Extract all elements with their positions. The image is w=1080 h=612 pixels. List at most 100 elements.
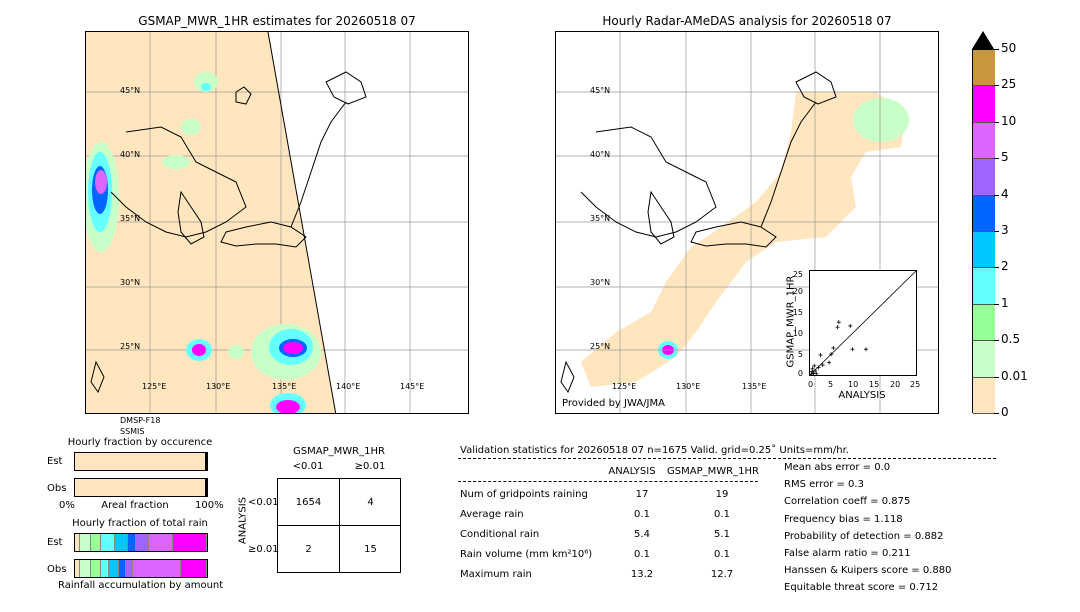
occurrence-obs-label: Obs	[47, 483, 67, 494]
scatter-plot-area	[809, 270, 917, 377]
total-rain-est-bar	[74, 533, 208, 552]
occurrence-est-label: Est	[47, 456, 63, 467]
total-rain-est-label: Est	[47, 537, 63, 548]
validation-score: Frequency bias = 1.118	[784, 513, 903, 525]
colorbar-label: 50	[1001, 41, 1017, 55]
rain-amount-segment	[75, 534, 81, 551]
rain-amount-segment	[133, 560, 181, 577]
contingency-row-lt: <0.01	[248, 497, 279, 508]
occurrence-title: Hourly fraction by occurence	[67, 437, 213, 448]
validation-analysis: 17	[635, 489, 649, 500]
validation-est: 0.1	[714, 509, 730, 520]
radar-coverage	[581, 92, 906, 387]
validation-header: Validation statistics for 20260518 07 n=…	[460, 445, 849, 456]
colorbar-tick	[994, 340, 999, 342]
colorbar-segment	[973, 86, 995, 123]
scatter-point	[810, 366, 815, 371]
validation-divider-top	[458, 458, 996, 459]
scatter-point	[831, 345, 836, 350]
colorbar-segment	[973, 232, 995, 269]
colorbar-label: 1	[1001, 295, 1009, 310]
colorbar-segment	[973, 50, 995, 87]
validation-est: 0.1	[714, 549, 730, 560]
right-lat-label-30: 30°N	[590, 278, 611, 287]
rain-amount-segment	[90, 560, 102, 577]
validation-label: Num of gridpoints raining	[460, 489, 588, 500]
scatter-ytick-0: 0	[797, 369, 803, 378]
validation-est: 12.7	[710, 569, 734, 580]
colorbar-segment	[973, 268, 995, 305]
satellite-swath	[86, 32, 336, 413]
rain-amount-segment	[80, 534, 91, 551]
right-lon-label-130: 130°E	[676, 382, 701, 391]
left-map-title: GSMAP_MWR_1HR estimates for 20260518 07	[138, 14, 416, 28]
scatter-point	[836, 320, 841, 325]
colorbar-tick	[994, 376, 999, 378]
left-lat-label-35: 35°N	[120, 214, 141, 223]
validation-est: 19	[715, 489, 729, 500]
contingency-table: 1654 4 2 15	[277, 478, 401, 573]
scatter-point	[827, 360, 832, 365]
scatter-ytick-10: 10	[792, 329, 803, 338]
occurrence-est-rain-fraction	[204, 453, 207, 470]
rain-amount-segment	[109, 560, 119, 577]
scatter-xtick-10: 10	[848, 380, 859, 389]
occurrence-obs-bar	[74, 478, 208, 497]
precip-blobs	[86, 72, 321, 413]
scatter-point	[812, 363, 817, 368]
right-map-svg	[556, 32, 938, 413]
right-lon-label-125: 125°E	[612, 382, 637, 391]
scatter-point	[850, 347, 855, 352]
left-lon-label-135: 135°E	[272, 382, 297, 391]
scatter-ytick-15: 15	[792, 308, 803, 317]
contingency-row-ge: ≥0.01	[248, 544, 279, 555]
validation-analysis: 13.2	[630, 569, 654, 580]
scatter-ylabel: GSMAP_MWR_1HR	[785, 275, 797, 368]
left-lat-label-30: 30°N	[120, 278, 141, 287]
scatter-xlabel: ANALYSIS	[838, 390, 886, 401]
right-lat-label-25: 25°N	[590, 342, 611, 351]
left-map-panel: 45°N 40°N 35°N 30°N 25°N 125°E 130°E 135…	[85, 31, 469, 414]
colorbar-tick	[994, 267, 999, 269]
occurrence-axis-label: Areal fraction	[101, 500, 169, 511]
scatter-ytick-25: 25	[792, 270, 803, 279]
left-lon-label-125: 125°E	[142, 382, 167, 391]
colorbar-tick	[994, 194, 999, 196]
colorbar-label: 4	[1001, 186, 1009, 201]
rain-amount-segment	[126, 560, 133, 577]
left-lon-label-130: 130°E	[206, 382, 231, 391]
colorbar-label: 2	[1001, 259, 1009, 274]
rain-amount-segment	[101, 560, 110, 577]
validation-col-analysis: ANALYSIS	[608, 466, 656, 477]
colorbar-label: 0.01	[1001, 368, 1028, 383]
precip-north	[853, 98, 909, 142]
scatter-xtick-20: 20	[890, 380, 901, 389]
colorbar-label: 0	[1001, 405, 1009, 419]
colorbar-tick	[994, 158, 999, 160]
data-credit: Provided by JWA/JMA	[562, 398, 665, 409]
rain-amount-segment	[148, 534, 173, 551]
colorbar-tick	[994, 85, 999, 87]
contingency-col-ge: ≥0.01	[354, 461, 386, 472]
right-lat-label-35: 35°N	[590, 214, 611, 223]
scatter-xtick-15: 15	[869, 380, 880, 389]
right-map-panel: 45°N 40°N 35°N 30°N 25°N 125°E 130°E 135…	[555, 31, 939, 414]
colorbar-segment	[973, 304, 995, 342]
rain-amount-segment	[135, 534, 149, 551]
validation-analysis: 0.1	[634, 549, 650, 560]
left-lat-label-40: 40°N	[120, 150, 141, 159]
contingency-cell-hit: 15	[364, 544, 377, 555]
total-rain-obs-bar	[74, 559, 208, 578]
occurrence-est-bar	[74, 452, 208, 471]
right-lat-label-45: 45°N	[590, 86, 611, 95]
colorbar-segment	[973, 159, 995, 196]
total-rain-footer: Rainfall accumulation by amount	[58, 580, 224, 591]
validation-analysis: 5.4	[634, 529, 650, 540]
scatter-point	[816, 365, 821, 370]
validation-score: Probability of detection = 0.882	[784, 530, 944, 542]
colorbar	[972, 31, 995, 414]
scatter-svg	[809, 270, 917, 377]
scatter-point	[813, 368, 818, 373]
rain-amount-segment	[118, 560, 127, 577]
right-lon-label-135: 135°E	[742, 382, 767, 391]
